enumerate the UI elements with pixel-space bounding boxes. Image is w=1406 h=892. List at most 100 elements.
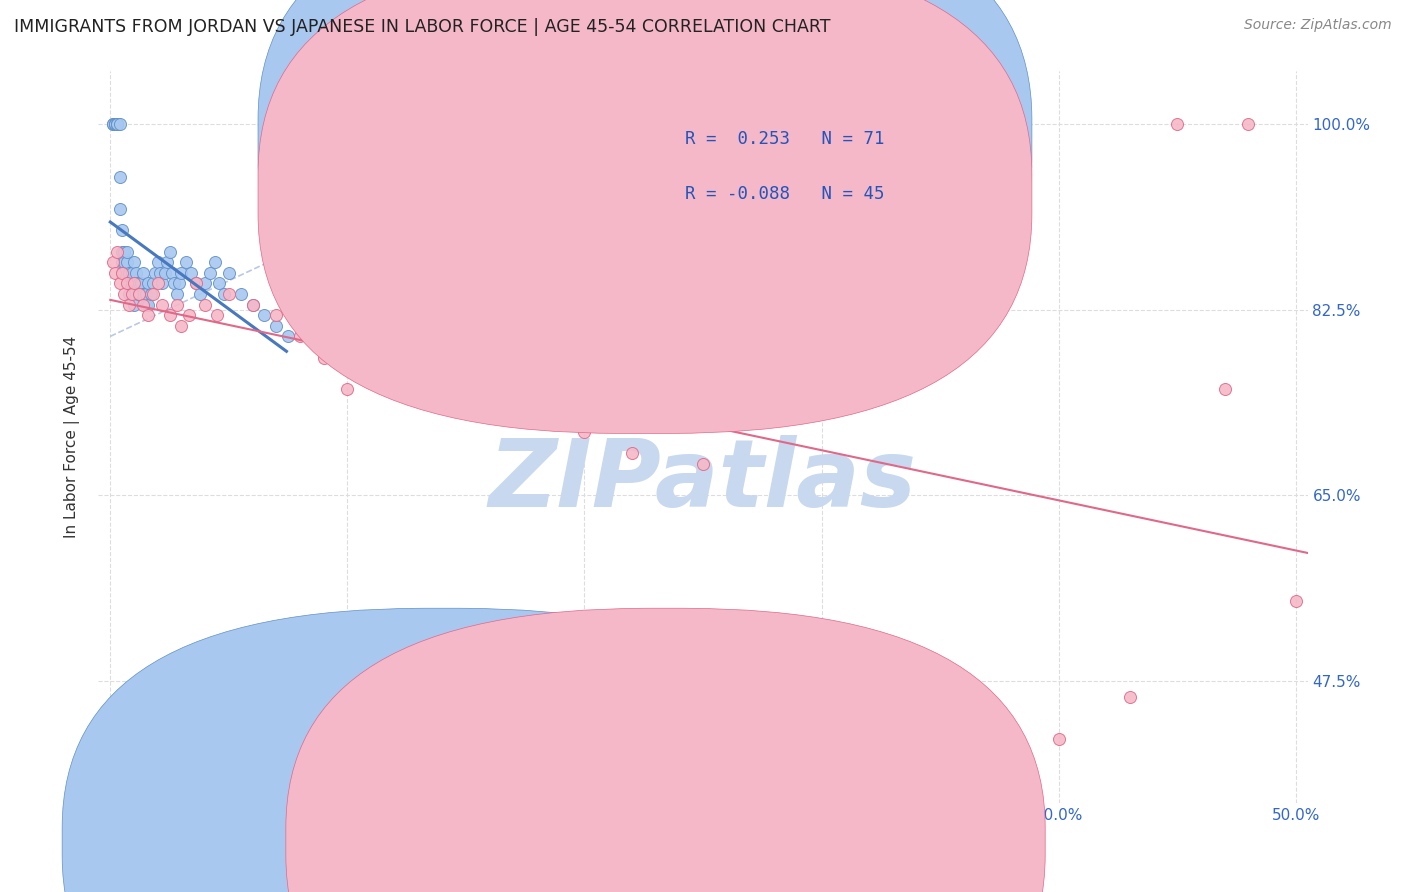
FancyBboxPatch shape (62, 608, 821, 892)
Point (142, 287, 165, 301)
Text: IMMIGRANTS FROM JORDAN VS JAPANESE IN LABOR FORCE | AGE 45-54 CORRELATION CHART: IMMIGRANTS FROM JORDAN VS JAPANESE IN LA… (14, 18, 831, 36)
Point (242, 297, 264, 311)
Point (146, 277, 169, 291)
Point (111, 244, 134, 259)
Point (153, 266, 176, 280)
Point (114, 255, 136, 269)
Point (198, 266, 221, 280)
Point (174, 255, 197, 269)
Point (118, 266, 141, 280)
Point (1237, 117, 1260, 131)
Point (105, 117, 128, 131)
Point (763, 673, 786, 688)
Point (574, 425, 596, 439)
Point (159, 308, 181, 322)
Point (163, 277, 186, 291)
Point (190, 287, 212, 301)
Point (620, 446, 643, 460)
Point (108, 117, 131, 131)
FancyBboxPatch shape (259, 0, 1032, 378)
Point (312, 351, 335, 365)
Point (105, 117, 128, 131)
Point (115, 277, 138, 291)
Point (111, 255, 134, 269)
FancyBboxPatch shape (285, 608, 1045, 892)
Point (111, 266, 134, 280)
Point (128, 277, 150, 291)
Point (204, 255, 226, 269)
Point (101, 117, 124, 131)
Point (104, 117, 127, 131)
Text: ZIPatlas: ZIPatlas (489, 435, 917, 527)
Text: Japanese: Japanese (690, 834, 761, 849)
Point (184, 277, 207, 291)
Point (122, 255, 145, 269)
Point (810, 684, 832, 698)
Point (135, 297, 157, 311)
Point (114, 244, 136, 259)
Text: R =  0.253   N = 71: R = 0.253 N = 71 (685, 129, 884, 148)
Point (128, 287, 150, 301)
Point (128, 287, 150, 301)
Point (121, 287, 143, 301)
Text: Immigrants from Jordan: Immigrants from Jordan (467, 834, 650, 849)
Point (212, 287, 235, 301)
Point (115, 255, 138, 269)
Point (118, 287, 141, 301)
Point (177, 308, 200, 322)
Point (104, 117, 127, 131)
Point (194, 277, 217, 291)
Point (111, 223, 134, 237)
Point (129, 287, 152, 301)
Point (139, 287, 162, 301)
Point (132, 297, 155, 311)
Point (253, 308, 276, 322)
Point (142, 277, 165, 291)
Point (136, 308, 159, 322)
Point (105, 117, 128, 131)
Point (194, 297, 217, 311)
Point (101, 117, 124, 131)
Point (432, 383, 454, 397)
Point (170, 318, 193, 333)
Point (152, 277, 174, 291)
Point (143, 266, 166, 280)
Point (170, 266, 193, 280)
Point (229, 287, 252, 301)
Point (167, 277, 190, 291)
Point (136, 297, 159, 311)
Point (108, 170, 131, 185)
Text: Source: ZipAtlas.com: Source: ZipAtlas.com (1244, 18, 1392, 32)
Point (101, 255, 124, 269)
Point (166, 287, 188, 301)
Point (1213, 383, 1236, 397)
Point (166, 297, 188, 311)
Point (160, 266, 183, 280)
Point (526, 403, 548, 417)
Point (122, 287, 145, 301)
Point (105, 117, 128, 131)
FancyBboxPatch shape (595, 94, 981, 240)
Point (118, 297, 141, 311)
Point (478, 372, 501, 386)
Point (111, 266, 134, 280)
Point (208, 277, 231, 291)
Point (125, 266, 148, 280)
Point (104, 266, 127, 280)
Point (114, 287, 136, 301)
Point (205, 308, 228, 322)
Point (122, 297, 145, 311)
Point (1047, 732, 1070, 747)
Point (1119, 690, 1142, 704)
Point (115, 244, 138, 259)
Point (122, 277, 145, 291)
Point (149, 266, 172, 280)
Point (184, 277, 207, 291)
Point (277, 329, 299, 343)
Point (136, 277, 159, 291)
Point (146, 255, 169, 269)
Point (132, 266, 155, 280)
Point (114, 266, 136, 280)
Point (156, 255, 179, 269)
Point (1166, 117, 1188, 131)
